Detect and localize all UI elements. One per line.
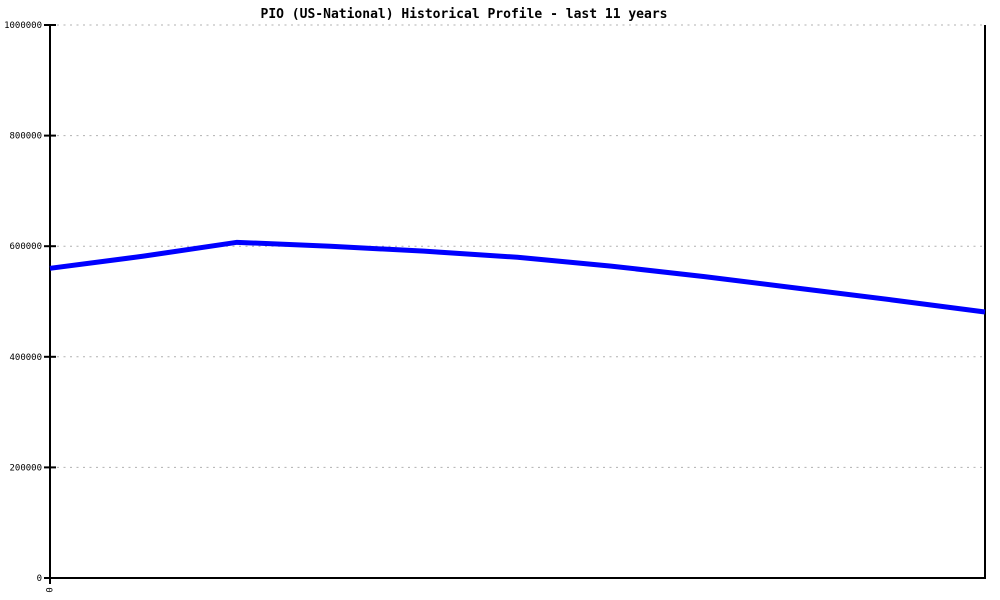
- axes-group: [44, 24, 986, 584]
- y-tick-label: 800000: [9, 132, 42, 142]
- x-tick-label: 0: [43, 587, 53, 592]
- y-tick-label: 200000: [9, 463, 42, 473]
- y-tick-label: 600000: [9, 242, 42, 252]
- chart-title: PIO (US-National) Historical Profile - l…: [261, 7, 668, 22]
- y-tick-label: 400000: [9, 353, 42, 363]
- tick-labels-group: 0 200000 400000 600000 800000 1000000 0: [4, 21, 53, 593]
- data-series-group: [49, 239, 986, 315]
- data-line-pio: [49, 239, 986, 315]
- y-tick-label: 1000000: [4, 21, 42, 31]
- y-tick-label: 0: [37, 574, 42, 584]
